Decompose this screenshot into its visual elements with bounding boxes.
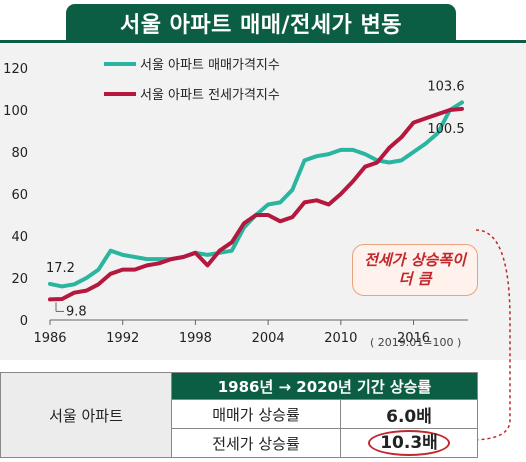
y-tick-label: 0	[20, 314, 28, 329]
legend-label: 서울 아파트 매매가격지수	[140, 58, 280, 73]
jeonse-label: 전세가 상승률	[171, 428, 341, 458]
x-tick-label: 1998	[179, 331, 212, 346]
y-tick-label: 80	[11, 146, 28, 161]
sale-label: 매매가 상승률	[171, 399, 341, 429]
row-header: 서울 아파트	[0, 372, 172, 458]
growth-table: 서울 아파트 1986년 → 2020년 기간 상승률 매매가 상승률 6.0배…	[0, 372, 478, 458]
y-tick-label: 120	[3, 62, 28, 77]
title-rule	[0, 40, 526, 43]
y-tick-label: 60	[11, 188, 28, 203]
jeonse-index-line	[48, 106, 464, 302]
callout-line-2: 더 큼	[398, 270, 432, 288]
callout-line-1: 전세가 상승폭이	[364, 251, 466, 269]
x-tick-label: 2016	[397, 331, 430, 346]
callout-box: 전세가 상승폭이 더 큼	[352, 244, 478, 296]
chart-panel: 0 20 40 60 80 100 120 1986 1992 1998 2004 2010 2016 …	[0, 44, 526, 360]
sale-value: 6.0배	[340, 399, 478, 429]
x-tick-label: 1986	[33, 331, 66, 346]
chart-title: 서울 아파트 매매/전세가 변동	[66, 4, 456, 42]
start-jeonse-label: 9.8	[66, 304, 87, 319]
end-jeonse-label: 100.5	[427, 122, 464, 137]
start-sale-label: 17.2	[46, 261, 75, 276]
end-sale-label: 103.6	[427, 79, 464, 94]
y-tick-label: 20	[11, 272, 28, 287]
x-tick-label: 2010	[324, 331, 357, 346]
y-tick-label: 100	[3, 104, 28, 119]
table-header: 1986년 → 2020년 기간 상승률	[171, 372, 478, 400]
y-tick-label: 40	[11, 230, 28, 245]
jeonse-value-cell: 10.3배	[340, 428, 478, 458]
x-tick-label: 2004	[252, 331, 285, 346]
jeonse-value: 10.3배	[368, 430, 450, 456]
x-tick-label: 1992	[106, 331, 139, 346]
base-index-note: ( 2019.01=100 )	[370, 336, 462, 349]
legend-label: 서울 아파트 전세가격지수	[140, 88, 280, 103]
